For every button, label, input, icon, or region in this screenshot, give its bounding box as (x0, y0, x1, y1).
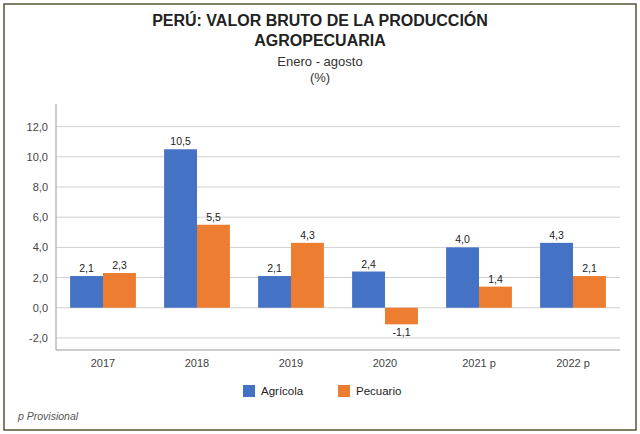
data-label: -1,1 (392, 326, 410, 338)
legend-label: Agrícola (261, 385, 304, 397)
bar (197, 225, 230, 308)
bar (479, 287, 512, 308)
legend: Agrícola Pecuario (243, 385, 401, 397)
legend-swatch (243, 385, 255, 397)
bar (103, 273, 136, 308)
bar (164, 149, 197, 307)
legend-swatch (338, 385, 350, 397)
title: AGROPECUARIA (254, 32, 386, 49)
x-tick-label: 2022 p (556, 357, 590, 369)
bar (352, 272, 385, 308)
data-label: 2,1 (267, 262, 282, 274)
data-label: 1,4 (488, 273, 503, 285)
y-tick-label: 6,0 (33, 211, 48, 223)
x-tick-label: 2019 (279, 357, 303, 369)
bars (70, 149, 606, 324)
x-tick-label: 2020 (373, 357, 397, 369)
data-label: 4,3 (300, 229, 315, 241)
data-labels: 2,1 10,5 2,1 2,4 4,0 4,3 2,3 5,5 4,3 -1,1 1,4 2,1 (79, 135, 597, 338)
data-label: 2,3 (112, 259, 127, 271)
subtitle: Enero - agosto (277, 54, 362, 69)
grid-line (56, 217, 620, 218)
x-axis-line (56, 350, 620, 351)
data-label: 2,1 (79, 262, 94, 274)
grid-line (56, 277, 620, 278)
y-tick-label: 12,0 (27, 121, 48, 133)
grid-line (56, 187, 620, 188)
grid-line (56, 126, 620, 127)
bar (540, 243, 573, 308)
grid-line (56, 156, 620, 157)
x-tick-label: 2021 p (462, 357, 496, 369)
footnote: p Provisional (17, 410, 79, 422)
data-label: 4,0 (455, 233, 470, 245)
y-tick-label: 4,0 (33, 241, 48, 253)
y-tick-label: -2,0 (29, 332, 48, 344)
data-label: 10,5 (170, 135, 191, 147)
data-label: 4,3 (549, 229, 564, 241)
bar (573, 276, 606, 308)
y-tick-label: 8,0 (33, 181, 48, 193)
data-label: 2,1 (582, 262, 597, 274)
grid-line (56, 247, 620, 248)
chart: PERÚ: VALOR BRUTO DE LA PRODUCCIÓN AGROPE… (0, 0, 640, 434)
bar (446, 247, 479, 307)
bar (258, 276, 291, 308)
x-tick-label: 2018 (185, 357, 209, 369)
bar (385, 308, 418, 325)
data-label: 5,5 (206, 211, 221, 223)
border (4, 4, 636, 430)
y-tick-label: 0,0 (33, 302, 48, 314)
grid-line (56, 337, 620, 338)
x-tick-label: 2017 (91, 357, 115, 369)
title: PERÚ: VALOR BRUTO DE LA PRODUCCIÓN (152, 11, 488, 29)
y-tick-label: 10,0 (27, 151, 48, 163)
y-axis-line (56, 104, 57, 350)
bar (70, 276, 103, 308)
subtitle: (%) (310, 70, 330, 85)
data-label: 2,4 (361, 258, 376, 270)
y-tick-label: 2,0 (33, 272, 48, 284)
grid-line (56, 307, 620, 308)
bar (291, 243, 324, 308)
legend-label: Pecuario (356, 385, 401, 397)
page: {"chart_data": {"type": "bar", "title": … (0, 0, 640, 434)
